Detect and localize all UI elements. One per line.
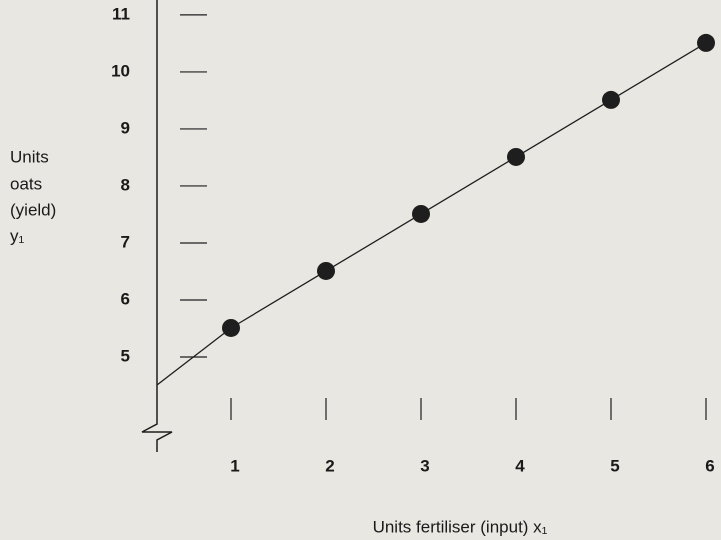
y-tick-label: 9: [121, 118, 130, 137]
point: [317, 262, 335, 280]
y-label: Units: [10, 147, 49, 166]
x-tick-label: 2: [325, 456, 334, 475]
y-tick-label: 5: [121, 346, 130, 365]
page: Units oats (yield) y₁ Units fertiliser (…: [0, 0, 721, 540]
y-tick-label: 7: [121, 232, 130, 251]
y-label: oats: [10, 174, 42, 193]
x-label: Units fertiliser (input) x₁: [373, 517, 548, 536]
point: [412, 205, 430, 223]
series-line: [157, 43, 706, 385]
point: [507, 148, 525, 166]
point: [602, 91, 620, 109]
y-label: y₁: [10, 226, 25, 245]
x-tick-label: 1: [230, 456, 239, 475]
y-tick-label: 8: [121, 175, 130, 194]
x-tick-label: 5: [610, 456, 619, 475]
y-tick-label: 10: [111, 61, 130, 80]
y-label: (yield): [10, 200, 56, 219]
y-tick-label: 6: [121, 289, 130, 308]
x-tick-label: 6: [705, 456, 714, 475]
point: [697, 34, 715, 52]
point: [222, 319, 240, 337]
x-tick-label: 3: [420, 456, 429, 475]
chart: Units oats (yield) y₁ Units fertiliser (…: [0, 0, 721, 540]
y-tick-label: 11: [112, 4, 130, 23]
x-tick-label: 4: [515, 456, 525, 475]
